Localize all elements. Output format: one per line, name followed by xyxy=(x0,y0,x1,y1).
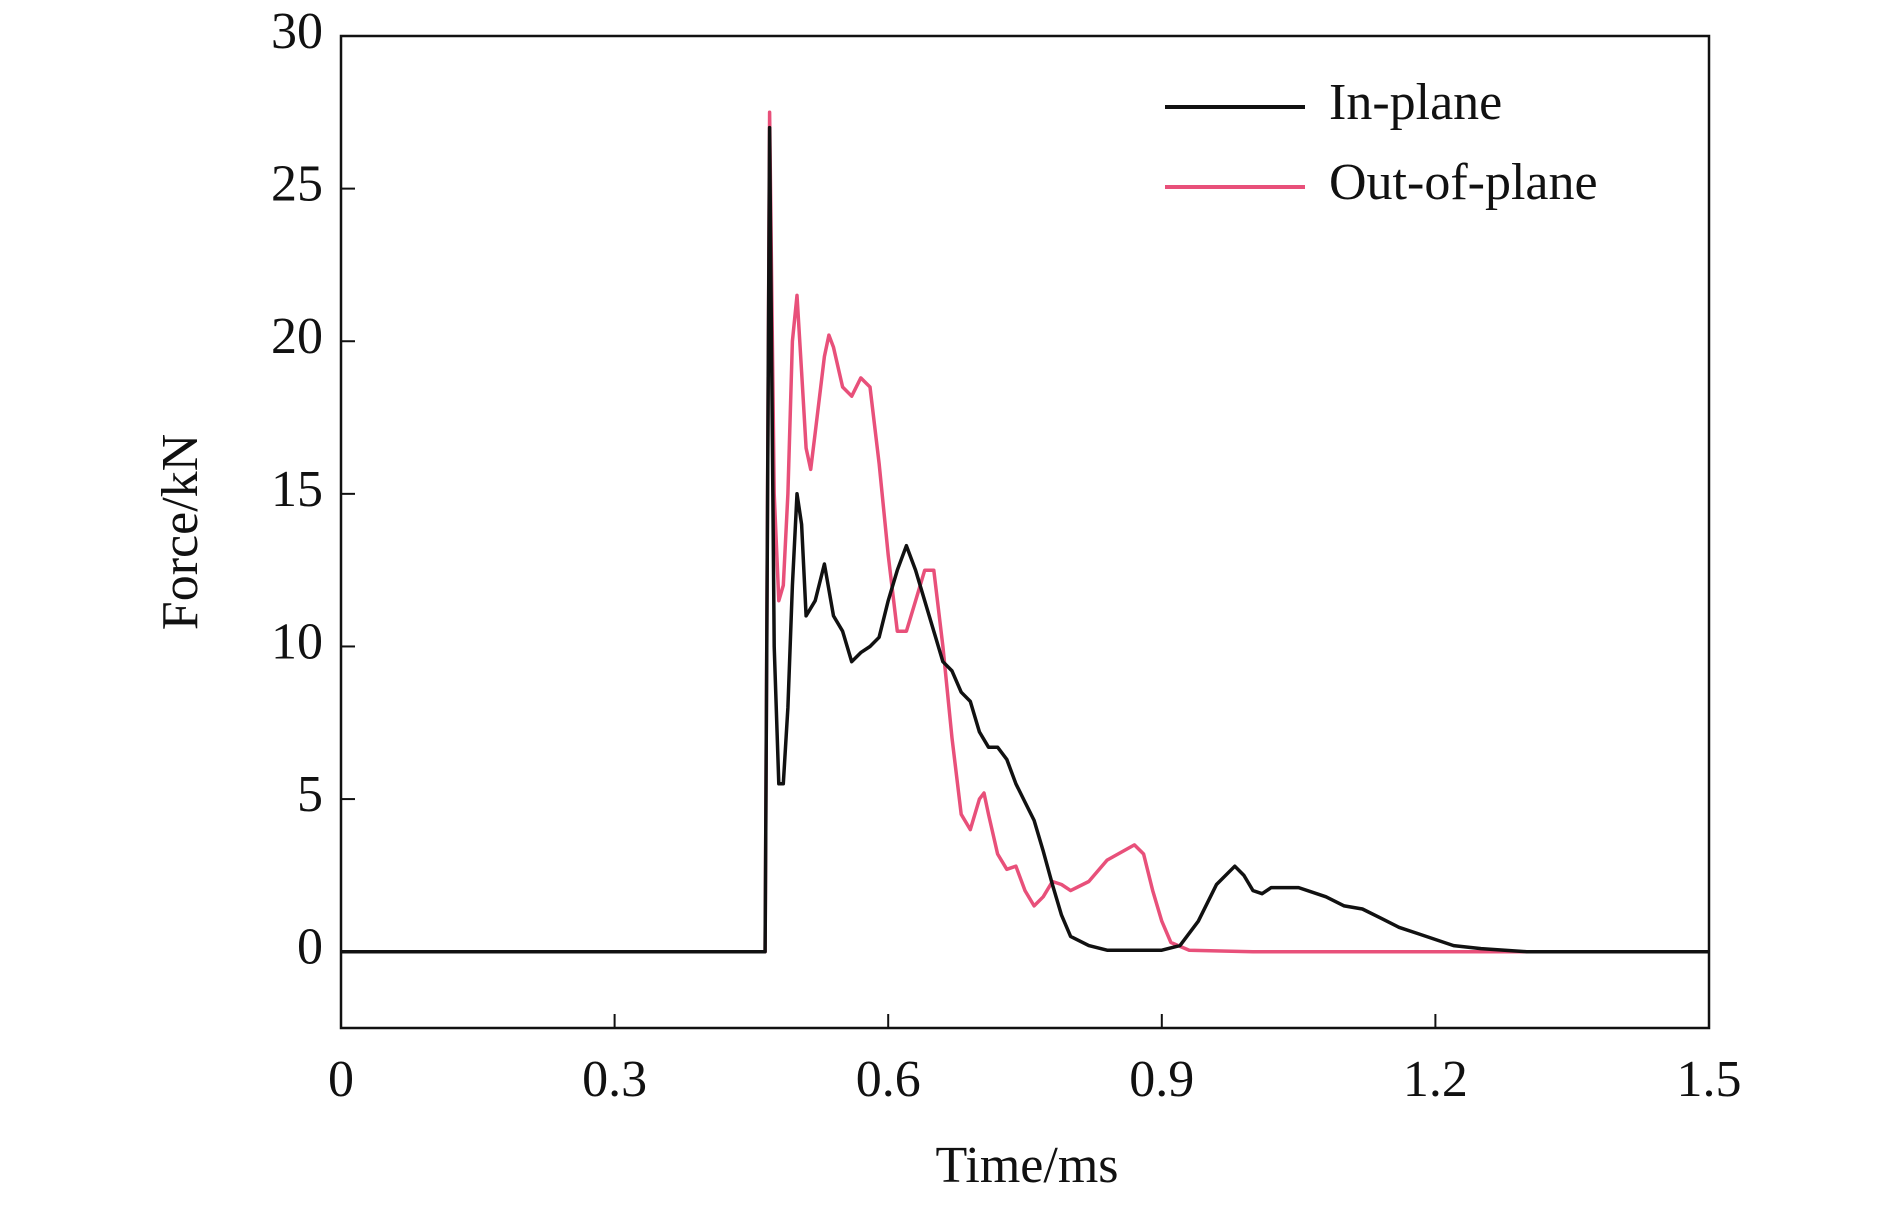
y-tick-label: 30 xyxy=(271,3,323,60)
x-tick-label: 0.9 xyxy=(1129,1051,1194,1108)
x-tick-label: 1.2 xyxy=(1403,1051,1468,1108)
y-tick-label: 25 xyxy=(271,156,323,213)
legend-label: In-plane xyxy=(1329,74,1502,131)
y-tick-label: 0 xyxy=(297,919,323,976)
plot-frame xyxy=(339,34,1711,1030)
series-line xyxy=(341,125,1709,954)
y-tick-label: 10 xyxy=(271,613,323,670)
series-line xyxy=(341,110,1709,954)
y-tick-label: 15 xyxy=(271,461,323,518)
x-tick-label: 0.6 xyxy=(856,1051,921,1108)
y-tick-label: 5 xyxy=(297,766,323,823)
y-tick-label: 20 xyxy=(271,308,323,365)
legend-label: Out-of-plane xyxy=(1329,154,1598,211)
x-tick-label: 1.5 xyxy=(1677,1051,1742,1108)
y-axis-label: Force/kN xyxy=(152,434,209,630)
x-axis-label: Time/ms xyxy=(935,1137,1118,1194)
x-tick-label: 0 xyxy=(328,1051,354,1108)
x-tick-label: 0.3 xyxy=(582,1051,647,1108)
